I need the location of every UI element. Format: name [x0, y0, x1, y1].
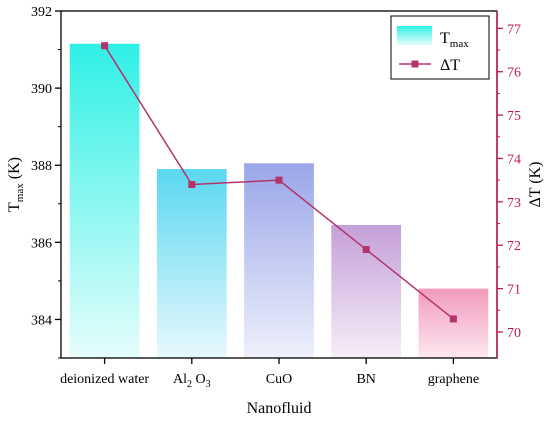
x-tick-label-main: CuO — [266, 372, 292, 387]
y-axis-left-label-unit: (K) — [6, 157, 23, 183]
y-right-tick-label: 75 — [507, 109, 521, 124]
right-axis: 70 71 72 73 74 75 76 77 — [496, 11, 521, 358]
x-tick-label: BN — [356, 372, 375, 387]
y-axis-right-label: ΔT (K) — [527, 162, 544, 208]
legend-tmax-swatch — [397, 26, 432, 45]
x-tick-label: graphene — [428, 372, 479, 387]
x-tick-label-sub: 2 — [187, 379, 192, 390]
x-tick-label: CuO — [266, 372, 292, 387]
legend-tmax-label-main: T — [440, 30, 450, 47]
legend: Tmax ΔT — [390, 15, 490, 80]
y-left-tick-label: 384 — [31, 313, 52, 328]
y-right-tick-label: 76 — [507, 66, 521, 81]
legend-delta-t-marker — [411, 60, 419, 68]
y-left-tick-label: 388 — [31, 159, 52, 174]
y-axis-left-label-main: T — [6, 202, 23, 212]
tmax-bar — [156, 169, 227, 358]
x-axis: deionized water Al2 O3 CuO BN graphene — [60, 358, 479, 390]
y-right-tick-label: 72 — [507, 239, 521, 254]
delta-t-point — [362, 246, 370, 254]
y-right-tick-label: 74 — [507, 152, 521, 167]
delta-t-point — [188, 181, 196, 188]
y-right-tick-label: 71 — [507, 283, 521, 298]
y-left-tick-label: 386 — [31, 236, 52, 251]
x-tick-label-main: BN — [356, 372, 375, 387]
left-axis: 384 386 388 390 392 — [31, 5, 61, 359]
y-right-tick-label: 77 — [507, 22, 521, 37]
x-tick-label-tail: O — [192, 372, 206, 387]
legend-tmax-label-sub: max — [450, 38, 469, 50]
tmax-bar — [244, 163, 314, 358]
x-axis-label: Nanofluid — [247, 400, 312, 417]
x-tick-label: deionized water — [60, 372, 149, 387]
y-left-tick-label: 390 — [31, 82, 52, 97]
x-tick-label-main: deionized water — [60, 372, 149, 387]
y-axis-left-label-sub: max — [14, 183, 26, 202]
y-left-tick-label: 392 — [31, 5, 52, 20]
legend-delta-t-label: ΔT — [440, 57, 460, 74]
y-axis-left-label: Tmax (K) — [6, 157, 26, 212]
delta-t-point — [449, 315, 457, 323]
x-tick-label-main: Al — [173, 372, 187, 387]
delta-t-line-layer — [101, 42, 457, 323]
x-tick-label-sub2: 3 — [206, 379, 211, 390]
x-tick-label-main: graphene — [428, 372, 479, 387]
delta-t-point — [275, 176, 283, 184]
x-tick-label: Al2 O3 — [173, 372, 211, 390]
y-right-tick-label: 70 — [507, 326, 521, 341]
legend-tmax-label: Tmax — [440, 30, 469, 50]
y-right-tick-label: 73 — [507, 196, 521, 211]
tmax-bar — [331, 224, 402, 358]
tmax-bar — [69, 43, 140, 359]
delta-t-point — [101, 42, 109, 50]
